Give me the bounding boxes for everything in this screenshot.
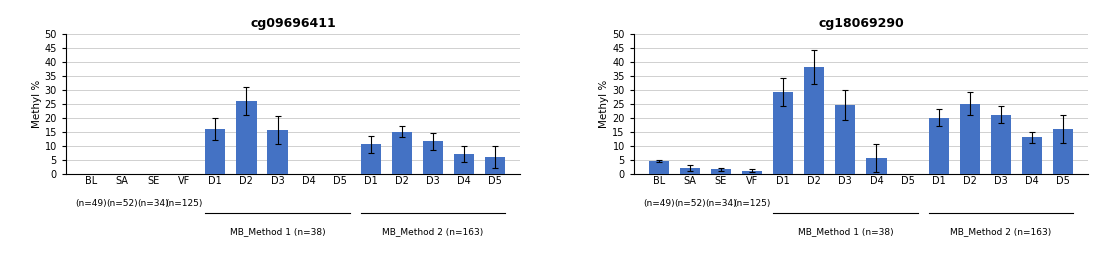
Bar [804,67,824,174]
Bar [1053,129,1074,174]
Bar [206,129,225,174]
Text: (n=52): (n=52) [674,199,706,208]
Bar [711,169,731,174]
Y-axis label: Methyl %: Methyl % [32,80,42,128]
Bar [1022,137,1042,174]
Bar [485,157,506,174]
Bar [991,115,1011,174]
Text: MB_Method 1 (n=38): MB_Method 1 (n=38) [798,227,893,236]
Bar [648,161,669,174]
Bar [866,158,887,174]
Y-axis label: Methyl %: Methyl % [599,80,610,128]
Bar [773,92,793,174]
Text: (n=52): (n=52) [107,199,137,208]
Title: cg18069290: cg18069290 [818,17,903,30]
Bar [959,104,980,174]
Text: (n=49): (n=49) [75,199,107,208]
Text: (n=125): (n=125) [166,199,203,208]
Bar [742,171,762,174]
Bar [454,154,475,174]
Bar [236,101,256,174]
Title: cg09696411: cg09696411 [251,17,336,30]
Bar [267,130,288,174]
Text: MB_Method 2 (n=163): MB_Method 2 (n=163) [382,227,484,236]
Text: (n=49): (n=49) [643,199,675,208]
Bar [423,141,443,174]
Bar [679,168,700,174]
Text: MB_Method 2 (n=163): MB_Method 2 (n=163) [951,227,1052,236]
Bar [835,105,855,174]
Text: (n=125): (n=125) [733,199,770,208]
Bar [392,132,412,174]
Bar [360,144,381,174]
Text: (n=34): (n=34) [137,199,169,208]
Text: MB_Method 1 (n=38): MB_Method 1 (n=38) [230,227,325,236]
Bar [929,118,948,174]
Text: (n=34): (n=34) [706,199,736,208]
